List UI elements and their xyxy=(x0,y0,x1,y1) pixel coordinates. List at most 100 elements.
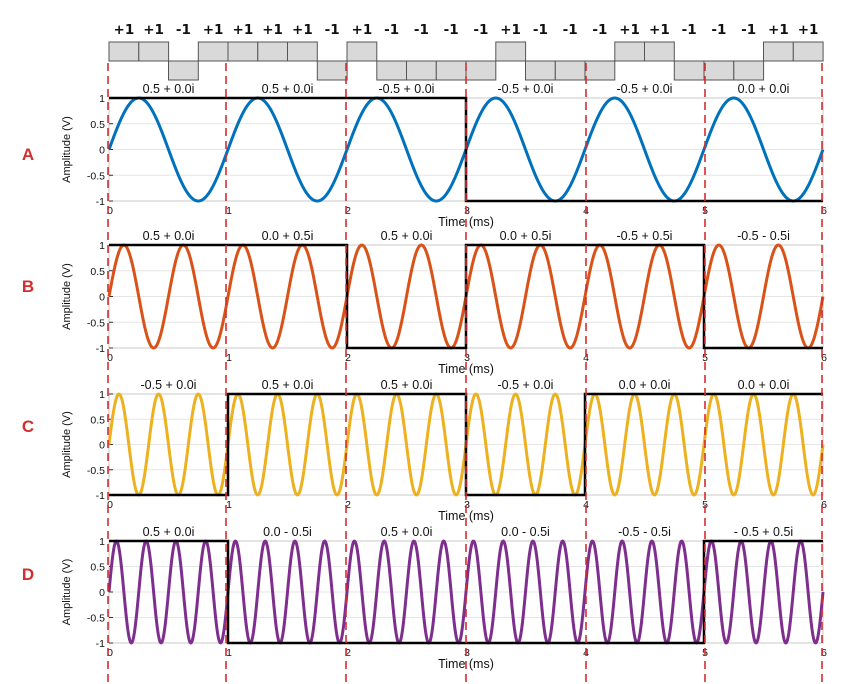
x-tick-label: 3 xyxy=(464,205,470,217)
bit-cell: -1 xyxy=(168,22,199,81)
symbol-value-label: 0.5 + 0.0i xyxy=(143,82,195,96)
bit-cell: +1 xyxy=(108,22,140,62)
bit-label: +1 xyxy=(768,22,789,38)
square-series-A xyxy=(109,96,823,203)
x-tick-label: 6 xyxy=(821,499,827,511)
bit-box xyxy=(703,60,735,81)
bit-cell: -1 xyxy=(435,22,467,81)
x-tick-label: 6 xyxy=(821,205,827,217)
row-label: B xyxy=(22,277,34,296)
x-tick-label: 3 xyxy=(464,352,470,364)
bit-box xyxy=(614,41,646,62)
bit-label: +1 xyxy=(292,22,313,38)
bit-cell: -1 xyxy=(406,22,437,81)
symbol-value-label: 0.5 + 0.0i xyxy=(381,525,433,539)
bit-label: +1 xyxy=(233,22,254,38)
x-tick-label: 0 xyxy=(107,499,113,511)
bit-box xyxy=(346,41,378,62)
bit-cell: +1 xyxy=(792,22,824,62)
y-tick-label: 0 xyxy=(99,292,105,304)
y-tick-label: -1 xyxy=(96,196,105,208)
bit-box xyxy=(138,41,170,62)
bit-box xyxy=(554,60,586,81)
bit-box xyxy=(316,60,348,81)
y-axis-label: Amplitude (V) xyxy=(61,116,73,183)
bit-box xyxy=(376,60,408,81)
symbol-value-label: -0.5 + 0.0i xyxy=(379,82,435,96)
symbol-value-label: -0.5 + 0.0i xyxy=(617,82,673,96)
y-axis-label: Amplitude (V) xyxy=(61,559,73,626)
y-tick-label: 1 xyxy=(99,93,105,105)
y-tick-label: 0 xyxy=(99,587,105,599)
y-tick-label: -1 xyxy=(96,490,105,502)
square-series-B xyxy=(109,243,823,350)
bit-label: +1 xyxy=(114,22,135,38)
bit-cell: +1 xyxy=(346,22,378,62)
y-tick-label: 1 xyxy=(99,389,105,401)
bit-cell: +1 xyxy=(614,22,646,62)
row-label: C xyxy=(22,417,34,436)
y-tick-label: 0 xyxy=(99,145,105,157)
x-tick-label: 2 xyxy=(345,499,351,511)
bit-label: -1 xyxy=(711,22,726,38)
symbol-value-label: 0.0 - 0.5i xyxy=(263,525,312,539)
bit-cell: -1 xyxy=(554,22,586,81)
bit-box xyxy=(108,41,140,62)
x-tick-label: 1 xyxy=(226,647,232,659)
bit-cell: +1 xyxy=(495,22,527,62)
bit-label: -1 xyxy=(414,22,429,38)
bit-cell: +1 xyxy=(197,22,229,62)
bit-box xyxy=(495,41,527,62)
y-tick-label: 1 xyxy=(99,536,105,548)
symbol-value-label: -0.5 + 0.0i xyxy=(498,82,554,96)
bit-box xyxy=(673,60,705,81)
bit-cell: -1 xyxy=(584,22,616,81)
y-tick-label: 1 xyxy=(99,240,105,252)
y-tick-label: 0.5 xyxy=(90,119,105,131)
symbol-value-label: 0.5 + 0.0i xyxy=(143,525,195,539)
x-tick-label: 2 xyxy=(345,647,351,659)
symbol-value-label: -0.5 + 0.0i xyxy=(498,378,554,392)
y-tick-label: 0.5 xyxy=(90,414,105,426)
x-tick-label: 5 xyxy=(702,352,708,364)
y-tick-label: 0.5 xyxy=(90,562,105,574)
x-tick-label: 6 xyxy=(821,352,827,364)
bit-label: -1 xyxy=(741,22,756,38)
bit-cell: -1 xyxy=(703,22,735,81)
bit-cell: +1 xyxy=(257,22,289,62)
bit-box xyxy=(257,41,289,62)
bit-cell: +1 xyxy=(644,22,675,62)
y-axis-label: Amplitude (V) xyxy=(61,263,73,330)
bit-box xyxy=(792,41,824,62)
bit-cell: -1 xyxy=(733,22,765,81)
symbol-value-label: 0.0 + 0.5i xyxy=(262,229,314,243)
symbol-value-label: 0.5 + 0.0i xyxy=(262,378,314,392)
bit-box xyxy=(525,60,556,81)
bit-box xyxy=(406,60,437,81)
y-tick-label: 0 xyxy=(99,440,105,452)
bit-label: -1 xyxy=(325,22,340,38)
x-tick-label: 0 xyxy=(107,205,113,217)
symbol-value-label: 0.0 + 0.0i xyxy=(619,378,671,392)
bit-label: +1 xyxy=(203,22,224,38)
x-tick-label: 3 xyxy=(464,647,470,659)
row-label: D xyxy=(22,565,34,584)
y-tick-label: -0.5 xyxy=(87,613,105,625)
symbol-value-label: -0.5 + 0.5i xyxy=(617,229,673,243)
bit-cell: +1 xyxy=(287,22,318,62)
x-tick-label: 4 xyxy=(583,352,589,364)
x-tick-label: 3 xyxy=(464,499,470,511)
y-tick-label: 0.5 xyxy=(90,266,105,278)
y-tick-label: -1 xyxy=(96,638,105,650)
bit-label: -1 xyxy=(592,22,607,38)
y-axis-label: Amplitude (V) xyxy=(61,411,73,478)
bit-label: +1 xyxy=(798,22,819,38)
bit-box xyxy=(168,60,199,81)
symbol-value-label: 0.0 + 0.5i xyxy=(500,229,552,243)
bit-box xyxy=(197,41,229,62)
symbol-value-label: 0.5 + 0.0i xyxy=(262,82,314,96)
